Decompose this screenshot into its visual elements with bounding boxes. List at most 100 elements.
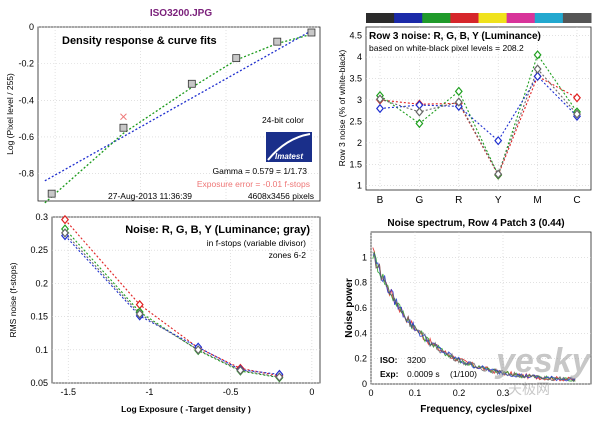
density-fit-green — [44, 33, 312, 204]
color-patch — [394, 13, 423, 23]
noise-y-tick-label: 0.2 — [35, 278, 48, 288]
density-y-tick-label: -0.6 — [18, 132, 34, 142]
row3-series-lines — [379, 53, 578, 177]
noise-point-Y — [194, 345, 203, 355]
row3-x-tick-label: C — [573, 195, 580, 206]
row3-line-R — [379, 75, 578, 177]
noise-x-tick-label: -1.5 — [60, 387, 76, 397]
row3-y-tick-label: 1.5 — [349, 159, 362, 169]
row3-points — [376, 50, 581, 180]
row3-y-tick-label: 1 — [357, 181, 362, 191]
density-points — [47, 28, 316, 198]
row3-line-B — [379, 75, 578, 142]
watermark-text: yesky — [494, 342, 593, 380]
noise-point-Y — [236, 365, 245, 376]
row3-point-B — [376, 103, 384, 114]
noise-point-Y — [275, 372, 284, 382]
spectrum-title: Noise spectrum, Row 4 Patch 3 (0.44) — [387, 218, 564, 229]
color-patch — [422, 13, 451, 23]
watermark: yesky 天极网 — [494, 342, 593, 397]
row3-point-Y — [573, 109, 581, 119]
density-fit-curves — [44, 30, 312, 204]
noise-ylabel: RMS noise (f-stops) — [8, 262, 18, 337]
pixels-label: 4608x3456 pixels — [248, 191, 314, 201]
row3-point-Y — [454, 97, 463, 107]
density-y-tick-label: -0.4 — [18, 95, 34, 105]
row3-y-tick-label: 4.5 — [349, 31, 362, 41]
spectrum-x-tick-label: 0.3 — [497, 388, 510, 398]
watermark-subtext: 天极网 — [508, 381, 550, 397]
row3-ticks: B G R Y M C 1 1.5 2 2.5 3 3.5 4 4.5 — [349, 31, 580, 206]
date-label: 27-Aug-2013 11:36:39 — [108, 191, 192, 201]
exp-label: Exp: — [380, 369, 399, 379]
spectrum-y-tick-label: 0.4 — [354, 328, 367, 338]
spectrum-x-tick-label: 0.2 — [453, 388, 466, 398]
noise-y-tick-label: 0.05 — [30, 378, 48, 388]
noise-y-tick-label: 0.3 — [35, 212, 48, 222]
imatest-logo: Imatest — [266, 132, 312, 162]
row3-line-G — [379, 53, 578, 177]
spectrum-xlabel: Frequency, cycles/pixel — [420, 404, 532, 415]
color-patch — [478, 13, 508, 23]
noise-title: Noise: R, G, B, Y (Luminance; gray) — [125, 224, 310, 236]
spectrum-y-tick-label: 0.8 — [354, 278, 367, 288]
imatest-logo-text: Imatest — [275, 152, 303, 161]
spectrum-ticks: 0 0.1 0.2 0.3 0 0.2 0.4 0.6 0.8 1 — [354, 252, 509, 398]
noise-line-Y — [64, 232, 280, 378]
noise-x-tick-label: -0.5 — [223, 387, 239, 397]
density-title: Density response & curve fits — [62, 35, 217, 47]
noise-line-B — [64, 235, 280, 375]
iso-value: 3200 — [407, 355, 426, 365]
spectrum-curve — [372, 251, 576, 383]
figure-title: ISO3200.JPG — [150, 8, 212, 19]
density-point — [273, 37, 282, 46]
noise-points — [61, 214, 284, 383]
noise-point-R — [61, 214, 69, 225]
exp-extra: (1/100) — [450, 369, 477, 379]
noise-xlabel: Log Exposure ( -Target density ) — [121, 404, 251, 414]
color-patch — [562, 13, 592, 23]
color-patch — [506, 13, 536, 23]
row3-x-tick-label: B — [377, 195, 384, 206]
spectrum-ylabel: Noise power — [344, 278, 355, 338]
density-point — [232, 54, 241, 63]
noise-subtitle-2: zones 6-2 — [269, 250, 307, 260]
row3-point-Y — [376, 94, 384, 104]
spectrum-curves — [372, 247, 576, 383]
density-point — [119, 123, 128, 132]
iso-label: ISO: — [380, 355, 398, 365]
noise-spectrum-panel: Noise spectrum, Row 4 Patch 3 (0.44) 0 0.… — [344, 218, 592, 415]
noise-y-tick-label: 0.15 — [30, 312, 48, 322]
color-patch — [534, 13, 564, 23]
row3-y-tick-label: 4 — [357, 52, 362, 62]
noise-point-Y — [135, 309, 144, 319]
noise-subtitle-1: in f-stops (variable divisor) — [207, 238, 306, 248]
row3-x-tick-label: Y — [495, 195, 502, 206]
row3-x-tick-label: R — [455, 195, 462, 206]
density-y-tick-label: -0.2 — [18, 59, 34, 69]
noise-point-Y — [61, 228, 69, 238]
density-fit-blue — [44, 30, 312, 182]
row3-y-tick-label: 2 — [357, 138, 362, 148]
exposure-error-label: Exposure error = -0.01 f-stops — [197, 179, 310, 189]
density-response-panel: 0 -0.2 -0.4 -0.6 -0.8 Density response & cur… — [5, 22, 321, 204]
spectrum-x-tick-label: 0.1 — [409, 388, 422, 398]
density-y-ticks: 0 -0.2 -0.4 -0.6 -0.8 — [18, 22, 34, 179]
bit-depth-label: 24-bit color — [262, 115, 304, 125]
noise-ticks: -1.5 -1 -0.5 0 0.05 0.1 0.15 0.2 0.25 0.3 — [30, 212, 314, 397]
density-y-tick-label: 0 — [29, 22, 34, 32]
noise-x-tick-label: -1 — [145, 387, 153, 397]
density-point — [47, 189, 56, 198]
density-exposure-marker — [120, 113, 127, 121]
color-patch — [450, 13, 479, 23]
row3-noise-panel: B G R Y M C 1 1.5 2 2.5 3 3.5 4 4.5 Row 3 noise: R, G… — [337, 13, 592, 206]
density-point — [307, 28, 316, 37]
row3-point-G — [415, 118, 424, 129]
noise-fstops-panel: -1.5 -1 -0.5 0 0.05 0.1 0.15 0.2 0.25 0.3 Noise: … — [8, 212, 321, 414]
density-point — [187, 79, 196, 88]
row3-point-R — [573, 93, 581, 103]
row3-y-tick-label: 2.5 — [349, 116, 362, 126]
density-y-tick-label: -0.8 — [18, 169, 34, 179]
row3-title: Row 3 noise: R, G, B, Y (Luminance) — [369, 31, 541, 42]
row3-point-G — [533, 50, 542, 60]
